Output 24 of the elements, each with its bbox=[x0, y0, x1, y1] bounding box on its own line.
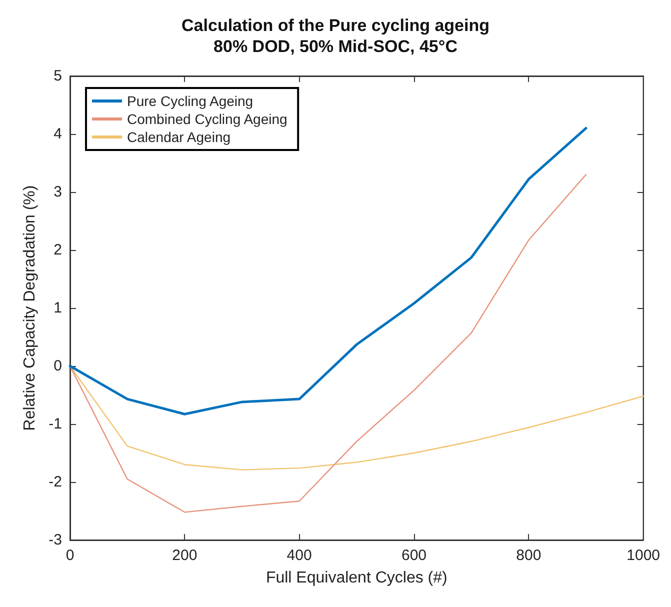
y-tick-label: -2 bbox=[48, 474, 62, 490]
x-tick-label: 200 bbox=[172, 547, 198, 564]
y-tick-label: 0 bbox=[54, 358, 62, 374]
chart-subtitle: 80% DOD, 50% Mid-SOC, 45°C bbox=[214, 37, 458, 56]
y-axis-title: Relative Capacity Degradation (%) bbox=[21, 185, 38, 431]
y-tick-label: 4 bbox=[54, 126, 62, 142]
x-tick-label: 800 bbox=[516, 547, 542, 564]
x-tick-label: 600 bbox=[401, 547, 427, 564]
line-series bbox=[69, 174, 587, 513]
x-tick-label: 400 bbox=[286, 547, 312, 564]
x-tick-label: 0 bbox=[66, 547, 74, 564]
y-tick-label: -3 bbox=[48, 532, 62, 548]
legend-label: Pure Cycling Ageing bbox=[127, 93, 254, 109]
y-tick-label: 3 bbox=[54, 184, 62, 200]
legend-label: Calendar Ageing bbox=[127, 129, 231, 145]
x-tick-label: 1000 bbox=[626, 547, 660, 564]
y-tick-label: 1 bbox=[54, 300, 62, 316]
x-axis-title: Full Equivalent Cycles (#) bbox=[266, 570, 448, 586]
y-tick-label: 2 bbox=[54, 242, 62, 258]
y-tick-label: 5 bbox=[54, 68, 62, 84]
legend-label: Combined Cycling Ageing bbox=[127, 111, 288, 127]
y-tick-label: -1 bbox=[48, 416, 62, 432]
chart-title: Calculation of the Pure cycling ageing bbox=[182, 16, 490, 35]
line-series bbox=[68, 126, 588, 416]
